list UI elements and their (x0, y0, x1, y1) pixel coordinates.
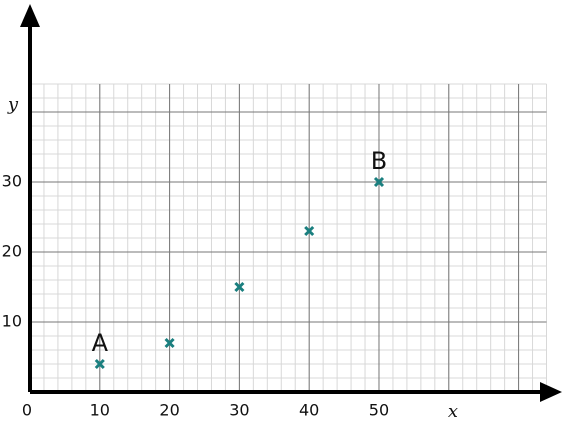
point (373, 176, 385, 188)
annotation: B (371, 147, 387, 175)
x-axis-arrow (540, 382, 562, 402)
point (304, 225, 315, 237)
point (94, 358, 105, 370)
x-tick-label: 40 (299, 401, 319, 420)
x-tick-label: 30 (229, 401, 249, 420)
x-tick-label: 50 (369, 401, 389, 420)
y-axis-arrow (20, 4, 40, 27)
x-tick-label: 0 (22, 401, 32, 420)
x-tick-label: 20 (159, 401, 179, 420)
y-tick-label: 10 (2, 312, 22, 331)
x-axis-label: x (448, 401, 458, 422)
y-axis-label: y (7, 94, 19, 115)
point (234, 281, 245, 293)
x-tick-label: 10 (90, 401, 110, 420)
annotation: A (92, 329, 109, 357)
y-tick-label: 30 (2, 172, 22, 191)
point (164, 337, 175, 349)
y-tick-label: 20 (2, 242, 22, 261)
marks (94, 176, 385, 370)
